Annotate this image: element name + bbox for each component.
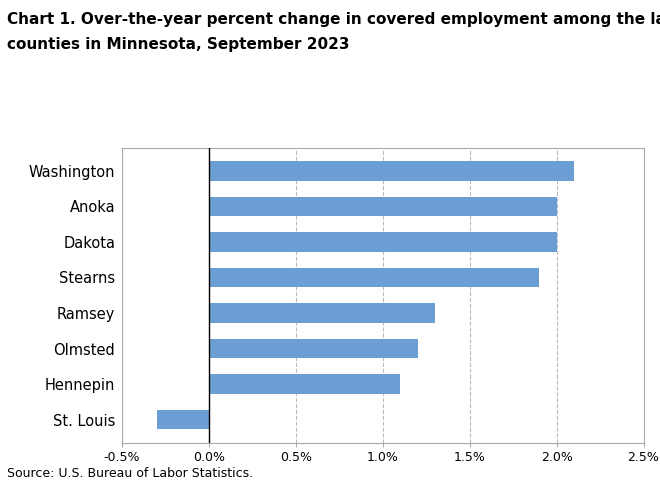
Bar — [209, 339, 418, 358]
Bar — [209, 303, 435, 323]
Text: Chart 1. Over-the-year percent change in covered employment among the largest: Chart 1. Over-the-year percent change in… — [7, 12, 660, 27]
Bar — [209, 232, 556, 251]
Bar — [209, 374, 400, 394]
Text: Source: U.S. Bureau of Labor Statistics.: Source: U.S. Bureau of Labor Statistics. — [7, 467, 253, 480]
Text: counties in Minnesota, September 2023: counties in Minnesota, September 2023 — [7, 37, 349, 52]
Bar — [209, 197, 556, 216]
Bar — [157, 410, 209, 430]
Bar — [209, 161, 574, 181]
Bar — [209, 268, 539, 287]
